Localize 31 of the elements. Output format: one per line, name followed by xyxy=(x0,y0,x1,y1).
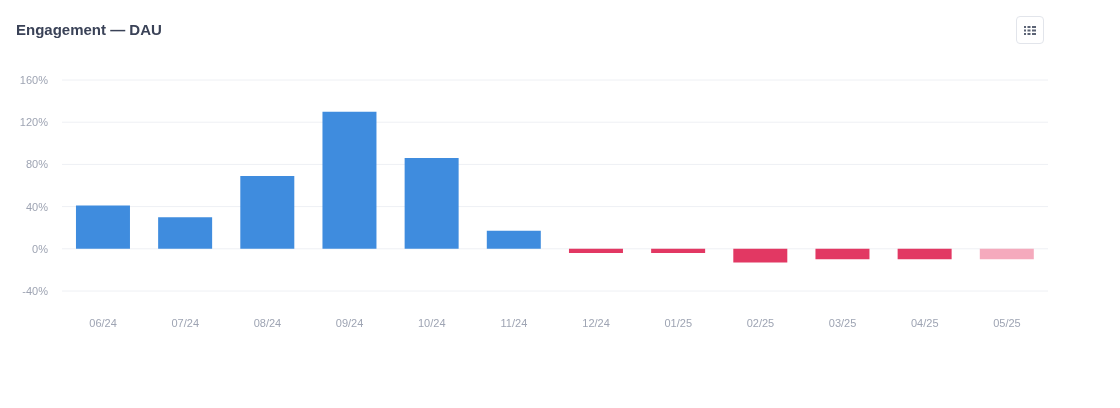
y-tick-label: 40% xyxy=(25,200,49,213)
bar xyxy=(815,248,870,260)
bar xyxy=(897,248,952,260)
x-tick-label: 07/24 xyxy=(171,316,200,329)
x-tick-label: 12/24 xyxy=(582,316,610,329)
x-tick-label: 08/24 xyxy=(253,316,282,329)
bar xyxy=(158,217,213,249)
bar xyxy=(651,248,706,254)
x-tick-label: 01/25 xyxy=(664,316,693,329)
bar xyxy=(240,176,295,249)
bar xyxy=(979,248,1034,260)
y-tick-label: 160% xyxy=(19,73,49,86)
bar xyxy=(733,248,788,263)
bar xyxy=(75,205,130,249)
y-tick-label: -40% xyxy=(22,284,49,297)
x-tick-label: 03/25 xyxy=(828,316,857,329)
y-tick-label: 0% xyxy=(32,242,49,255)
bar xyxy=(404,158,459,249)
bar xyxy=(568,248,623,254)
chart-title: Engagement — DAU xyxy=(16,20,162,40)
x-tick-label: 10/24 xyxy=(417,316,446,329)
x-tick-label: 04/25 xyxy=(910,316,939,329)
x-tick-label: 09/24 xyxy=(335,316,364,329)
x-tick-label: 02/25 xyxy=(746,316,775,329)
x-tick-label: 05/25 xyxy=(993,316,1021,329)
y-tick-label: 80% xyxy=(25,158,49,171)
bar xyxy=(322,111,377,249)
x-tick-label: 06/24 xyxy=(89,316,117,329)
x-tick-label: 11/24 xyxy=(500,316,528,329)
bar xyxy=(486,230,541,249)
y-tick-label: 120% xyxy=(19,116,49,129)
